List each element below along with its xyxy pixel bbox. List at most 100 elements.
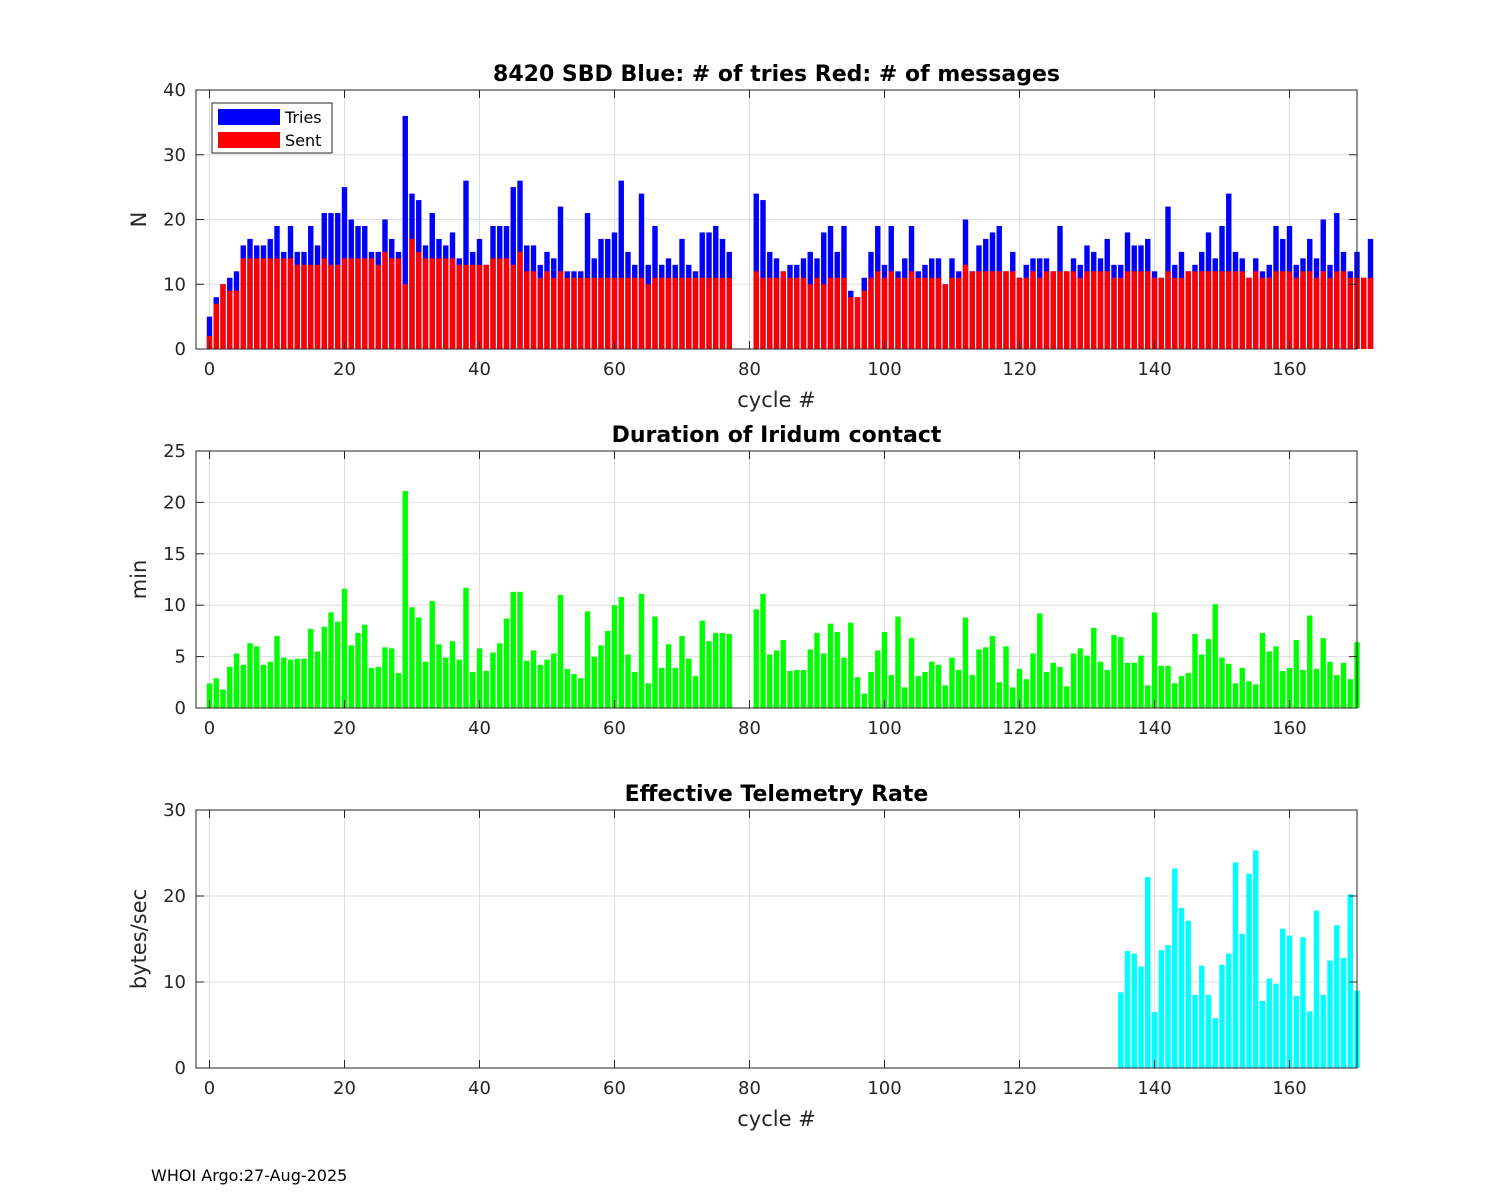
bar-sent-cycle-30 <box>409 238 415 349</box>
bar-sent-cycle-61 <box>618 277 624 349</box>
chart-title: 8420 SBD Blue: # of tries Red: # of mess… <box>493 62 1060 87</box>
bar-sent-cycle-40 <box>476 264 483 349</box>
x-axis-label: cycle # <box>737 388 816 412</box>
bar-duration-cycle-30 <box>409 607 415 708</box>
bar-sent-cycle-49 <box>537 277 543 349</box>
bar-duration-cycle-111 <box>956 669 962 708</box>
bar-duration-cycle-158 <box>1273 646 1279 708</box>
bar-sent-cycle-10 <box>274 258 280 349</box>
bar-rate-cycle-160 <box>1286 935 1293 1068</box>
bar-duration-cycle-71 <box>686 658 692 708</box>
panel-sbd-tries-messages: 0 20 40 60 80 100 120 140 160 0 10 20 30 40 8420 SBD B… <box>127 62 1374 412</box>
bar-duration-cycle-38 <box>463 587 469 708</box>
bar-sent-cycle-114 <box>976 271 982 349</box>
bar-duration-cycle-136 <box>1124 662 1131 708</box>
bar-duration-cycle-161 <box>1293 640 1299 708</box>
bar-sent-cycle-124 <box>1043 271 1050 349</box>
bar-duration-cycle-156 <box>1259 632 1266 708</box>
bar-sent-cycle-89 <box>807 284 813 349</box>
bar-sent-cycle-117 <box>996 271 1002 349</box>
bar-duration-cycle-118 <box>1003 646 1009 708</box>
bar-duration-cycle-126 <box>1057 666 1063 708</box>
bar-sent-cycle-51 <box>551 277 557 349</box>
bar-sent-cycle-20 <box>341 258 348 349</box>
bar-sent-cycle-132 <box>1097 271 1104 349</box>
bar-duration-cycle-4 <box>233 653 240 708</box>
y-tick-label: 0 <box>175 339 186 360</box>
bar-duration-cycle-41 <box>483 670 489 708</box>
x-tick-label: 120 <box>1002 359 1036 380</box>
bar-duration-cycle-17 <box>321 626 327 708</box>
y-tick-label: 25 <box>163 441 186 462</box>
bar-sent-cycle-146 <box>1192 271 1198 349</box>
bar-sent-cycle-131 <box>1091 271 1097 349</box>
bar-duration-cycle-49 <box>537 664 543 708</box>
bar-duration-cycle-54 <box>571 674 577 708</box>
x-tick-label: 120 <box>1002 1078 1036 1099</box>
bar-sent-cycle-63 <box>632 277 638 349</box>
bar-sent-cycle-34 <box>436 258 442 349</box>
bar-duration-cycle-33 <box>429 601 435 708</box>
bar-sent-cycle-156 <box>1259 277 1266 349</box>
bar-sent-cycle-150 <box>1219 271 1225 349</box>
bar-duration-cycle-67 <box>659 667 665 708</box>
bar-sent-cycle-64 <box>638 277 645 349</box>
bar-sent-cycle-57 <box>591 277 597 349</box>
bar-sent-cycle-113 <box>969 271 975 349</box>
bar-duration-cycle-31 <box>416 617 422 708</box>
bar-rate-cycle-154 <box>1246 873 1252 1068</box>
bar-duration-cycle-95 <box>848 622 854 708</box>
bar-sent-cycle-82 <box>760 277 766 349</box>
bar-sent-cycle-109 <box>942 284 948 349</box>
bar-duration-cycle-147 <box>1199 654 1205 708</box>
bar-duration-cycle-142 <box>1165 665 1171 708</box>
bar-rate-cycle-152 <box>1232 862 1239 1068</box>
bar-duration-cycle-20 <box>341 588 348 708</box>
bar-sent-cycle-91 <box>821 284 827 349</box>
bar-sent-cycle-158 <box>1273 271 1279 349</box>
y-tick-label: 40 <box>163 80 186 101</box>
bar-duration-cycle-50 <box>544 659 550 708</box>
bar-duration-cycle-58 <box>598 645 604 708</box>
bar-sent-cycle-133 <box>1104 271 1110 349</box>
bar-duration-cycle-131 <box>1091 627 1097 708</box>
bar-rate-cycle-138 <box>1138 966 1144 1068</box>
y-tick-label: 15 <box>163 544 186 565</box>
bar-duration-cycle-130 <box>1084 655 1090 708</box>
bar-duration-cycle-13 <box>294 658 300 708</box>
bar-sent-cycle-155 <box>1253 271 1259 349</box>
bar-sent-cycle-59 <box>605 277 611 349</box>
bar-duration-cycle-60 <box>611 605 618 708</box>
bar-duration-cycle-45 <box>510 591 516 708</box>
bar-duration-cycle-98 <box>868 672 874 708</box>
bar-sent-cycle-11 <box>281 258 287 349</box>
bar-sent-cycle-165 <box>1320 271 1326 349</box>
legend: Tries Sent <box>211 102 333 154</box>
bar-sent-cycle-35 <box>443 258 449 349</box>
bar-duration-cycle-40 <box>476 648 483 708</box>
y-tick-label: 10 <box>163 274 186 295</box>
bar-rate-cycle-151 <box>1226 953 1232 1068</box>
bar-sent-cycle-33 <box>429 258 435 349</box>
bar-sent-cycle-67 <box>659 277 665 349</box>
bar-duration-cycle-64 <box>638 593 645 708</box>
bar-sent-cycle-99 <box>875 271 881 349</box>
x-tick-label: 80 <box>738 359 761 380</box>
bar-duration-cycle-168 <box>1340 662 1347 708</box>
bar-duration-cycle-149 <box>1212 604 1218 708</box>
bar-sent-cycle-37 <box>456 264 462 349</box>
bar-sent-cycle-23 <box>362 258 368 349</box>
bars <box>206 115 1374 350</box>
x-tick-label: 20 <box>333 359 356 380</box>
bar-duration-cycle-159 <box>1280 670 1286 708</box>
x-tick-label: 120 <box>1002 718 1036 739</box>
legend-swatch-tries <box>218 109 280 125</box>
bar-duration-cycle-84 <box>773 650 780 708</box>
bar-sent-cycle-130 <box>1084 271 1090 349</box>
panel-iridium-duration: 0 20 40 60 80 100 120 140 160 0 5 10 15 20 25 Duration … <box>127 423 1360 739</box>
bar-sent-cycle-100 <box>881 277 888 349</box>
bar-sent-cycle-85 <box>780 271 786 349</box>
bar-duration-cycle-93 <box>834 631 840 708</box>
bar-sent-cycle-42 <box>490 258 496 349</box>
